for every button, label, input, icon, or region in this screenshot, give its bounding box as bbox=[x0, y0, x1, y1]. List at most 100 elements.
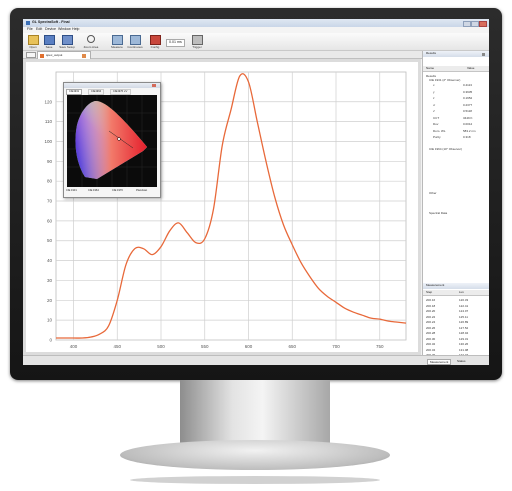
screen: GL SpectraSoft - Final File Edit Device … bbox=[23, 19, 489, 365]
measurement-row[interactable]: 200.30 129.31 bbox=[426, 337, 488, 341]
group-spectral-data-label: Spectral Data bbox=[429, 211, 448, 215]
monitor-stand-neck bbox=[180, 380, 330, 446]
measurement-col-step[interactable]: Step bbox=[426, 290, 433, 294]
popup-title-bar[interactable] bbox=[64, 83, 160, 88]
config-icon bbox=[150, 35, 161, 45]
menu-help[interactable]: Help bbox=[72, 27, 80, 31]
measurement-row[interactable]: 200.18 122.41 bbox=[426, 304, 488, 308]
config-button[interactable]: Config bbox=[147, 35, 163, 49]
measurement-row[interactable]: 200.24 126.89 bbox=[426, 320, 488, 324]
status-tab-measurement[interactable]: Measurement bbox=[427, 359, 452, 365]
measurement-lux: 124.07 bbox=[459, 309, 469, 313]
popup-tab-cie1931[interactable]: CIE1931 bbox=[66, 89, 83, 95]
popup-close-icon[interactable] bbox=[152, 84, 156, 87]
y-tick-label: 40 bbox=[47, 258, 53, 263]
y-tick-label: 70 bbox=[47, 199, 53, 204]
maximize-button[interactable] bbox=[471, 21, 479, 27]
results-row-value: 0.3935 bbox=[463, 89, 473, 94]
menu-edit[interactable]: Edit bbox=[36, 27, 43, 31]
results-row[interactable]: y 0.3935 bbox=[433, 90, 489, 94]
measurement-lux: 120.33 bbox=[459, 298, 469, 302]
results-row-value: 0.2377 bbox=[463, 102, 473, 107]
tab-close-icon[interactable] bbox=[82, 53, 86, 58]
integration-time-field[interactable]: 0.01 ms bbox=[166, 39, 185, 47]
results-row[interactable]: x 0.4113 bbox=[433, 83, 489, 87]
group-cie1964-label: CIE 1964 (10° Observer) bbox=[429, 147, 463, 151]
results-row[interactable]: u' 0.2377 bbox=[433, 103, 489, 107]
continuous-icon bbox=[130, 35, 141, 45]
measurement-step: 200.18 bbox=[426, 303, 436, 308]
title-bar: GL SpectraSoft - Final bbox=[23, 19, 489, 27]
popup-option-planckian[interactable]: Planckian bbox=[136, 189, 148, 192]
results-row[interactable]: Duv 0.0012 bbox=[433, 122, 489, 126]
tab-spec-output[interactable]: spec_output bbox=[37, 51, 91, 59]
zoom-area-button[interactable]: Zoom Area bbox=[81, 35, 101, 49]
results-row[interactable]: z 0.1952 bbox=[433, 96, 489, 100]
group-cie1964[interactable]: CIE 1964 (10° Observer) bbox=[429, 147, 489, 151]
group-cie1931[interactable]: CIE 1931 (2° Observer) bbox=[429, 78, 489, 82]
x-tick-label: 600 bbox=[245, 344, 253, 349]
popup-tab-cie1964[interactable]: CIE1964 bbox=[88, 89, 105, 95]
save-button[interactable]: Save bbox=[41, 35, 57, 49]
close-button[interactable] bbox=[479, 21, 487, 27]
cie-chromaticity-diagram[interactable] bbox=[67, 95, 157, 187]
tab-nav-arrows-icon[interactable] bbox=[26, 52, 36, 58]
results-col-name[interactable]: Name bbox=[426, 66, 435, 70]
measurement-lux: 130.26 bbox=[459, 342, 469, 346]
measurement-col-lux[interactable]: Lux bbox=[459, 290, 464, 294]
results-row[interactable]: v' 0.5118 bbox=[433, 109, 489, 113]
measure-button[interactable]: Measure bbox=[109, 35, 125, 49]
measurement-step: 200.28 bbox=[426, 331, 436, 335]
popup-option-cie1976[interactable]: CIE 1976 bbox=[112, 189, 123, 192]
results-row[interactable]: CCT 3449 K bbox=[433, 116, 489, 120]
open-button[interactable]: Open bbox=[25, 35, 41, 49]
zoom-icon bbox=[87, 35, 95, 43]
popup-option-cie1931[interactable]: CIE 1931 bbox=[66, 189, 77, 192]
menu-file[interactable]: File bbox=[27, 27, 33, 31]
zoom-area-label: Zoom Area bbox=[83, 45, 99, 49]
trigger-button[interactable]: Trigger bbox=[189, 35, 205, 49]
measurement-row[interactable]: 200.20 124.07 bbox=[426, 309, 488, 313]
trigger-icon bbox=[192, 35, 203, 45]
measurement-lux: 122.41 bbox=[459, 303, 469, 308]
y-tick-label: 110 bbox=[45, 119, 53, 124]
x-tick-label: 700 bbox=[332, 344, 340, 349]
measurement-row[interactable]: 200.22 125.11 bbox=[426, 315, 488, 319]
group-other[interactable]: Other bbox=[429, 191, 489, 195]
y-tick-label: 120 bbox=[44, 99, 52, 104]
measurement-row[interactable]: 200.16 120.33 bbox=[426, 298, 488, 302]
measurement-row[interactable]: 200.32 130.26 bbox=[426, 342, 488, 346]
menu-window[interactable]: Window bbox=[58, 27, 71, 31]
group-spectral-data[interactable]: Spectral Data bbox=[429, 211, 489, 215]
status-tab-status[interactable]: Status bbox=[457, 358, 466, 363]
measurement-row[interactable]: 200.28 128.04 bbox=[426, 331, 488, 335]
y-tick-label: 100 bbox=[44, 139, 52, 144]
results-row[interactable]: Purity 0.318 bbox=[433, 135, 489, 139]
measurement-panel-title: Measurement bbox=[426, 283, 445, 287]
minimize-button[interactable] bbox=[463, 21, 471, 27]
y-tick-label: 80 bbox=[47, 179, 53, 184]
document-tab-bar: spec_output bbox=[23, 51, 423, 59]
measurement-row[interactable]: 200.34 131.08 bbox=[426, 348, 488, 352]
popup-tab-cie1976[interactable]: CIE1976 u'v' bbox=[110, 89, 131, 95]
results-row[interactable]: Dom. WL 583.2 nm bbox=[433, 129, 489, 133]
save-setup-icon bbox=[62, 35, 73, 45]
popup-option-cie1964[interactable]: CIE 1964 bbox=[88, 189, 99, 192]
panel-close-icon[interactable] bbox=[482, 52, 485, 56]
results-root-label: Results bbox=[426, 74, 437, 78]
measured-point-marker bbox=[117, 137, 121, 141]
results-row-name: y bbox=[433, 89, 435, 94]
save-setup-button[interactable]: Save Setup bbox=[57, 35, 77, 49]
chromaticity-popup[interactable]: CIE1931 CIE1964 CIE1976 u'v' bbox=[63, 82, 161, 198]
app-icon bbox=[26, 21, 30, 25]
measurement-row[interactable]: 200.26 127.52 bbox=[426, 326, 488, 330]
results-col-value[interactable]: Value bbox=[467, 66, 475, 70]
results-root-node[interactable]: Results bbox=[426, 74, 488, 78]
window-title: GL SpectraSoft - Final bbox=[32, 20, 70, 24]
status-bar: Measurement Status bbox=[23, 355, 489, 365]
y-tick-label: 50 bbox=[47, 238, 53, 243]
menu-device[interactable]: Device bbox=[45, 27, 56, 31]
results-row-name: v' bbox=[433, 109, 436, 113]
y-tick-label: 30 bbox=[47, 278, 53, 283]
continuous-button[interactable]: Continuous bbox=[125, 35, 145, 49]
